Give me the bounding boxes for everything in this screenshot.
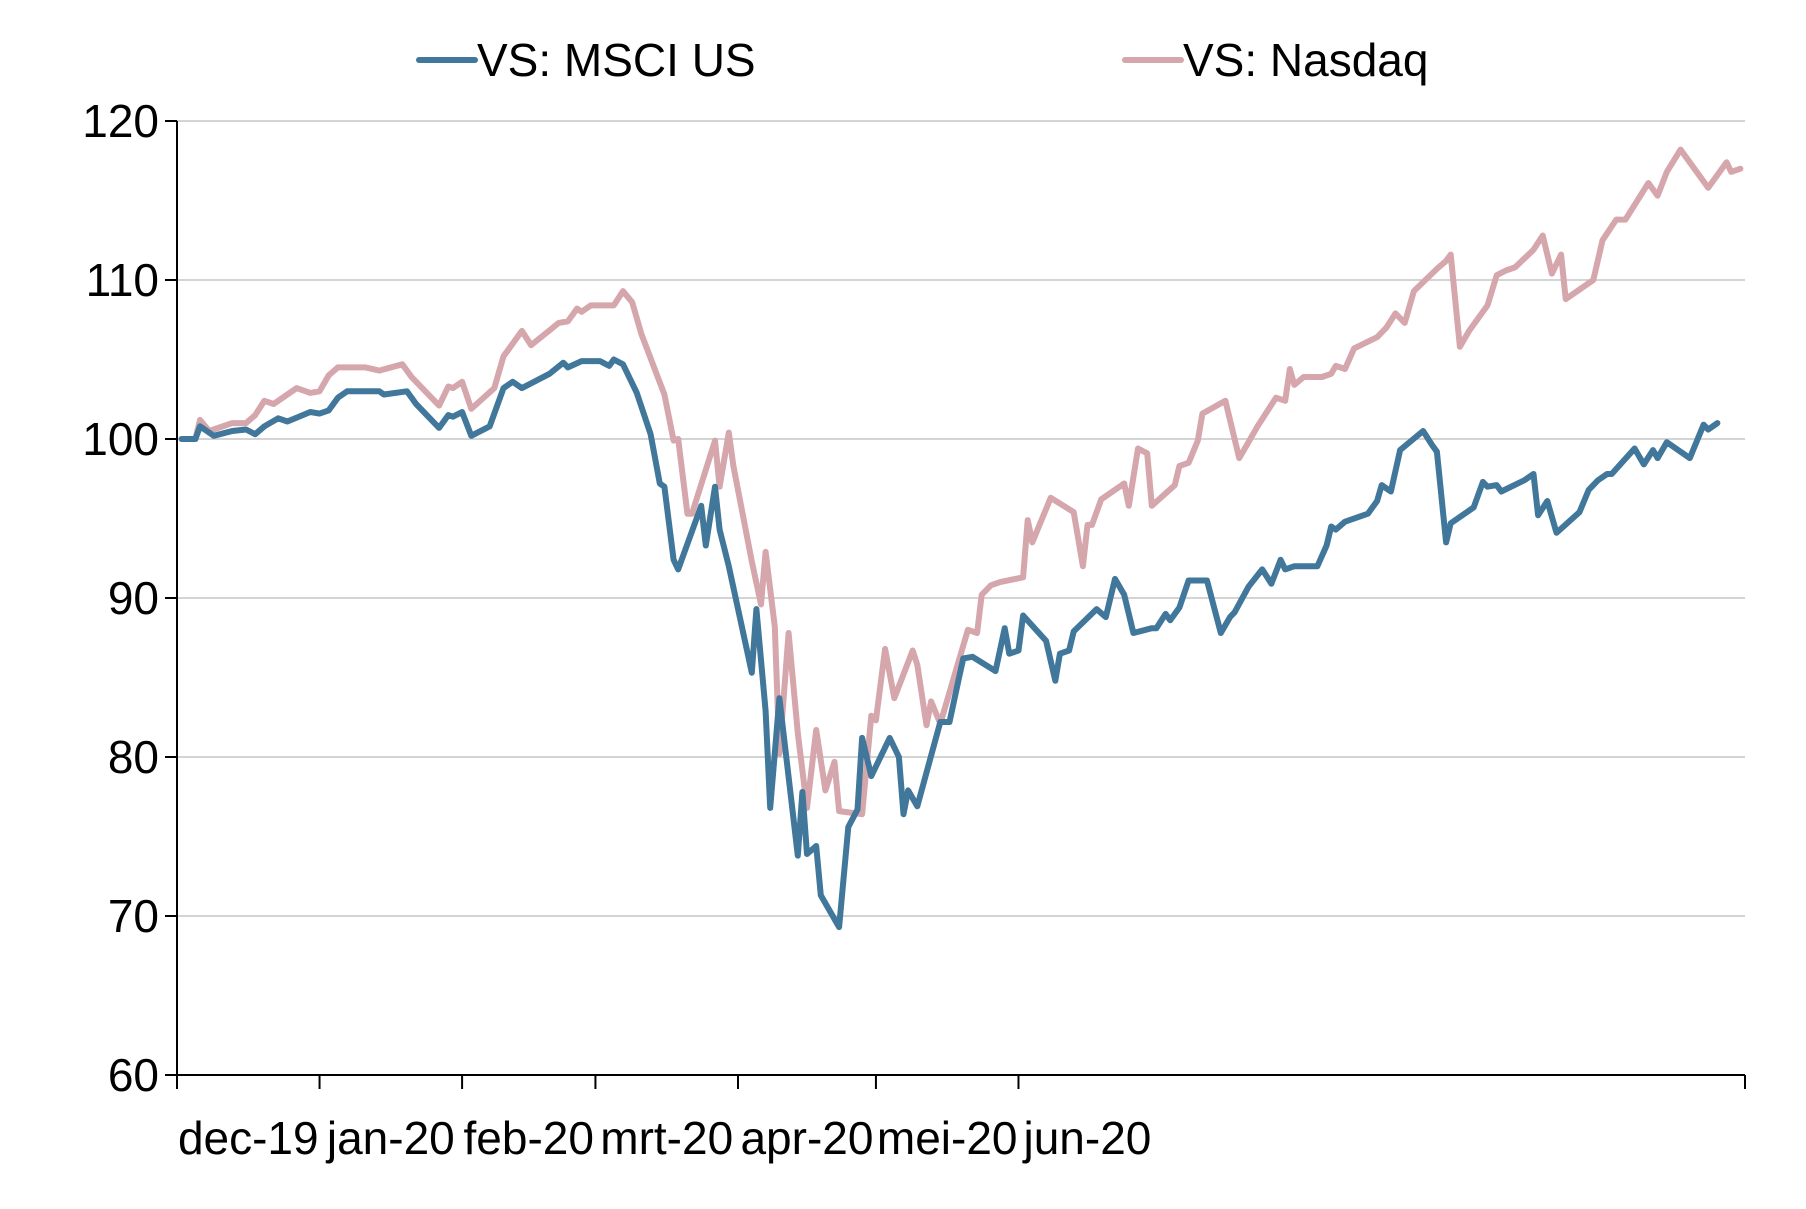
y-tick-label: 100 [82,413,159,465]
series-line-msci-us [178,356,1721,931]
legend-label-msci-us: VS: MSCI US [477,34,756,86]
x-tick-label: mei-20 [877,1112,1018,1164]
x-tick-label: apr-20 [740,1112,873,1164]
x-tick-label: dec-19 [178,1112,319,1164]
x-tick-label: jan-20 [325,1112,455,1164]
gridlines [177,120,1745,917]
y-tick-label: 110 [86,254,159,306]
x-tick-label: feb-20 [464,1112,594,1164]
y-tick-label: 90 [108,572,159,624]
legend: VS: MSCI US VS: Nasdaq [416,34,1428,86]
y-tick-label: 70 [108,890,159,942]
y-tick-label: 120 [82,95,159,147]
y-tick-label: 80 [108,731,159,783]
series-line-nasdaq [178,146,1744,818]
x-tick-label: jun-20 [1022,1112,1152,1164]
axes: 60 70 80 90 100 110 120 dec-19 jan-20 feb-20 mrt-2… [82,95,1746,1164]
x-tick-label: mrt-20 [600,1112,733,1164]
legend-label-nasdaq: VS: Nasdaq [1183,34,1428,86]
y-tick-label: 60 [108,1049,159,1101]
series-group [178,146,1744,931]
